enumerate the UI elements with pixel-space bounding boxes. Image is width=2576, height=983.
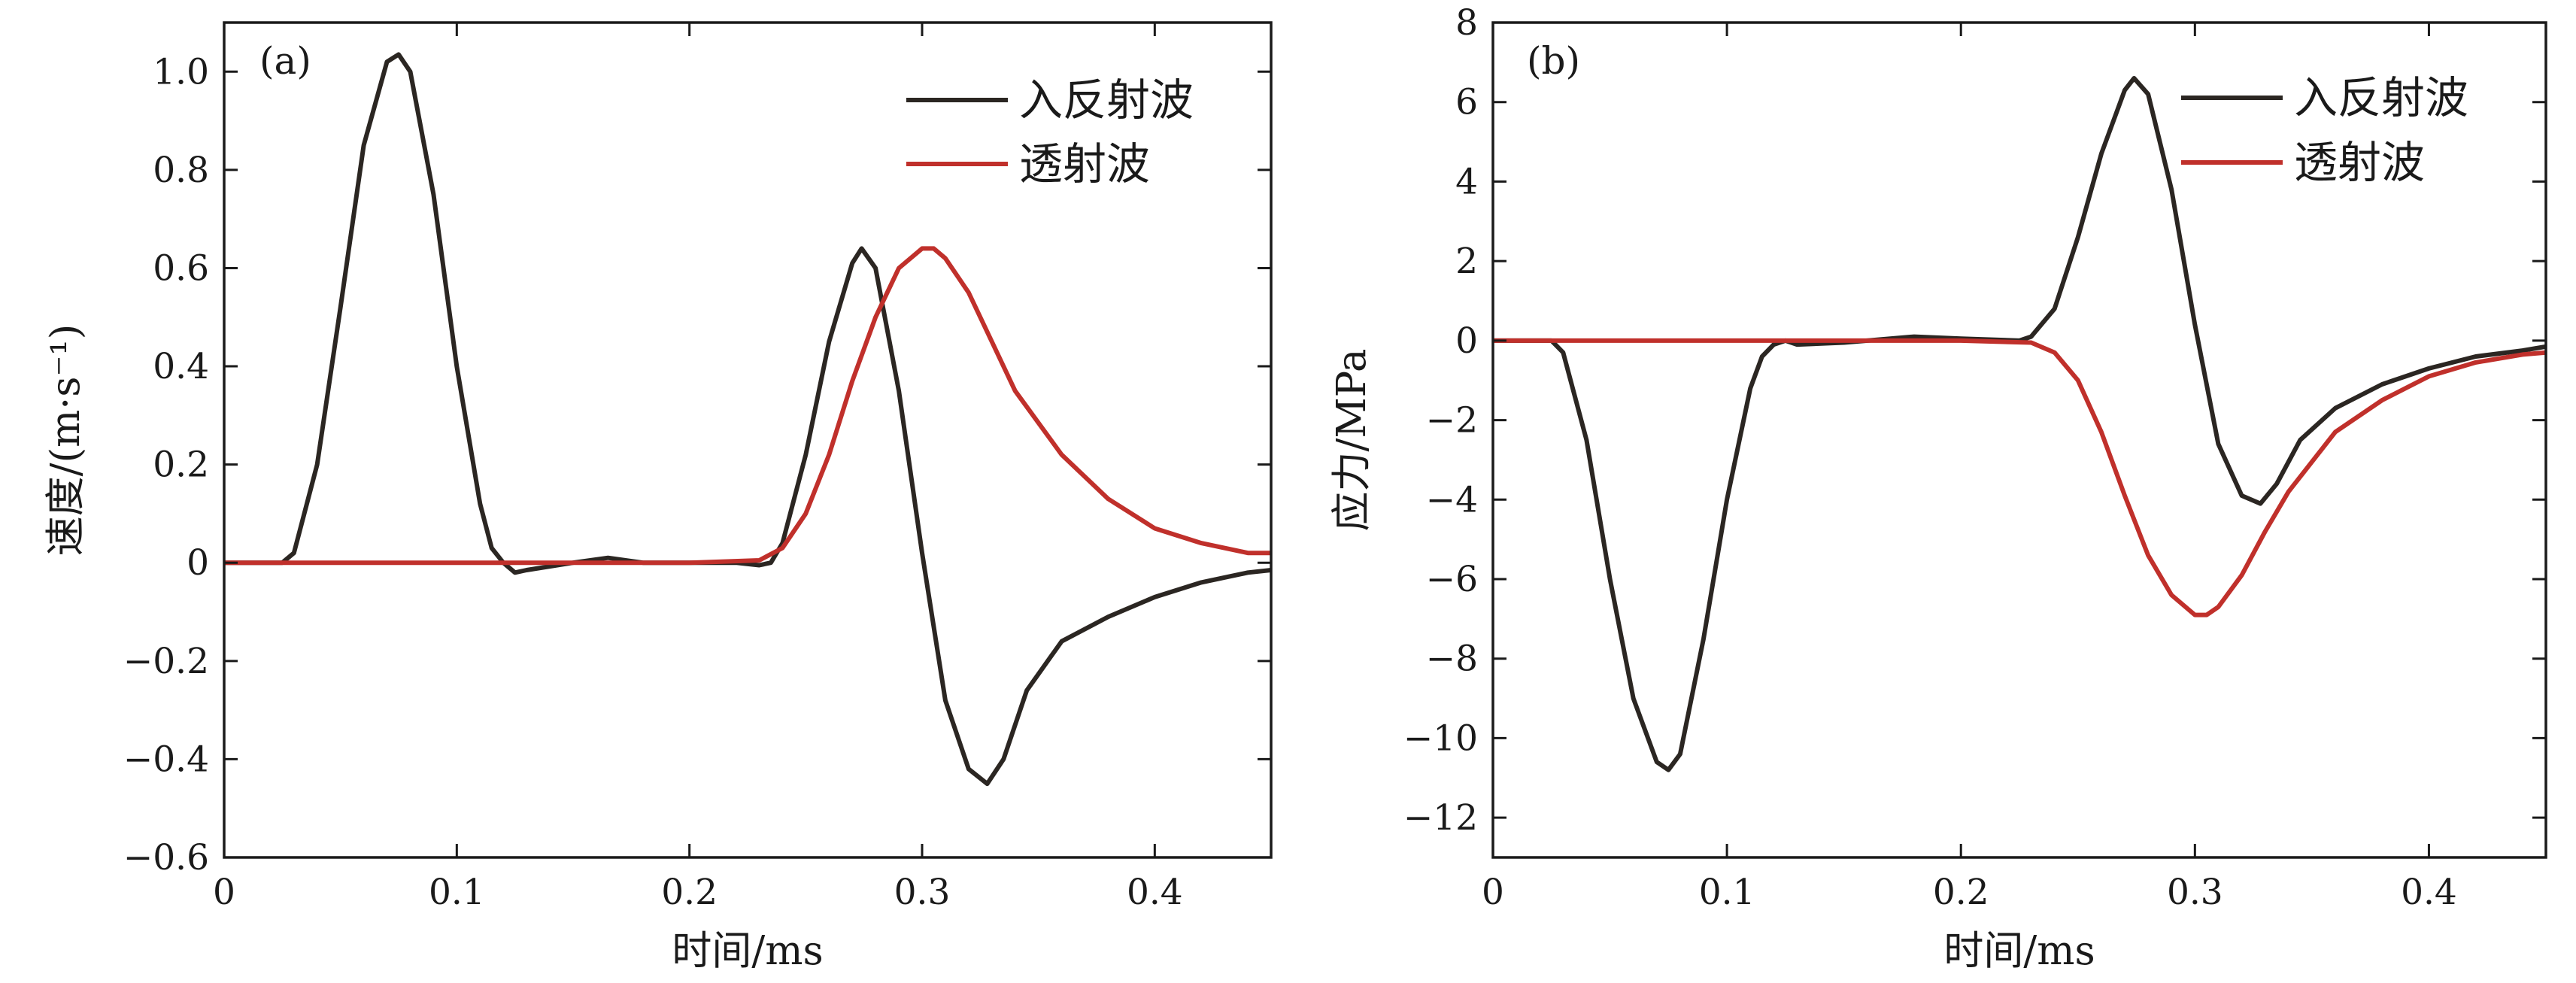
y-axis-label: 速度/(m·s⁻¹) xyxy=(43,324,89,557)
x-tick-label: 0 xyxy=(1482,872,1504,913)
panel-b: 0 0.1 0.2 0.3 0.4 8 6 4 2 0 −2 −4 −6 −8 −10 −12 时间/ms 应力/… xyxy=(1329,2,2547,974)
y-tick-label: 0 xyxy=(1455,320,1478,362)
x-tick-label: 0.2 xyxy=(1933,872,1989,913)
y-axis-label: 应力/MPa xyxy=(1329,348,1375,531)
y-tick-label: 0.2 xyxy=(153,444,209,486)
y-tick-label: −12 xyxy=(1403,797,1478,839)
legend-label: 透射波 xyxy=(2294,137,2425,188)
x-tick-label: 0.1 xyxy=(1699,872,1755,913)
panel-label: (b) xyxy=(1527,39,1580,83)
y-tick-label: −0.4 xyxy=(123,739,209,780)
x-axis-label: 时间/ms xyxy=(1943,928,2095,974)
x-axis-label: 时间/ms xyxy=(672,928,823,974)
y-tick-label: −0.6 xyxy=(123,837,209,878)
legend-label: 透射波 xyxy=(1019,138,1150,190)
y-tick-label: 6 xyxy=(1455,82,1478,123)
series-line-incident-reflected xyxy=(224,52,1271,787)
x-tick-label: 0.3 xyxy=(2167,872,2223,913)
legend-label: 入反射波 xyxy=(1019,74,1194,126)
y-tick-label: −4 xyxy=(1426,479,1478,520)
series-line-incident-reflected xyxy=(1493,76,2546,772)
y-tick-label: 2 xyxy=(1455,241,1478,282)
series-line-transmitted xyxy=(224,246,1271,566)
y-tick-label: 0.6 xyxy=(153,247,209,289)
x-tick-label: 0.3 xyxy=(894,872,951,913)
plot-frame xyxy=(1491,21,2547,859)
plot-frame xyxy=(223,21,1273,859)
y-tick-label: 1.0 xyxy=(153,51,209,93)
y-tick-label: −8 xyxy=(1426,639,1478,680)
x-tick-label: 0 xyxy=(213,872,235,913)
y-tick-label: −10 xyxy=(1403,718,1478,759)
y-tick-label: −6 xyxy=(1426,559,1478,600)
x-tick-label: 0.4 xyxy=(1127,872,1183,913)
x-tick-label: 0.1 xyxy=(429,872,485,913)
legend-label: 入反射波 xyxy=(2294,72,2468,123)
y-tick-label: 0.4 xyxy=(153,346,209,387)
y-tick-label: −0.2 xyxy=(123,641,209,682)
panel-a: 0 0.1 0.2 0.3 0.4 1.0 0.8 0.6 0.4 0.2 0 −0.2 −0.4 −0.… xyxy=(43,21,1273,974)
y-tick-label: 8 xyxy=(1455,2,1478,44)
y-tick-label: 0.8 xyxy=(153,150,209,191)
panel-label: (a) xyxy=(259,39,311,83)
y-tick-label: 0 xyxy=(187,542,209,584)
y-tick-label: 4 xyxy=(1455,161,1478,202)
x-tick-label: 0.4 xyxy=(2401,872,2457,913)
x-tick-label: 0.2 xyxy=(661,872,718,913)
y-tick-label: −2 xyxy=(1426,400,1478,441)
series-line-transmitted xyxy=(1493,338,2546,617)
